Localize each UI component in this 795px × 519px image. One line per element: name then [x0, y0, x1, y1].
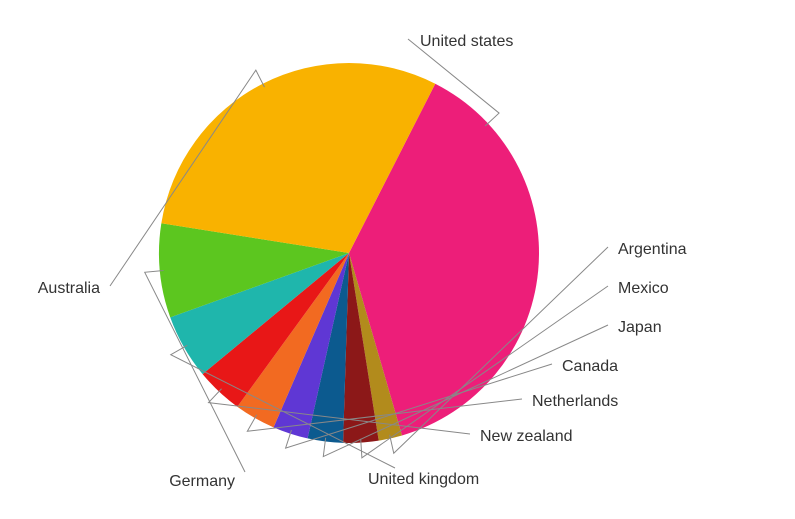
slice-label: Netherlands — [532, 393, 618, 410]
slice-label: Japan — [618, 319, 662, 336]
slice-label: Argentina — [618, 241, 687, 258]
slice-label: Mexico — [618, 280, 669, 297]
slice-label: New zealand — [480, 428, 573, 445]
pie-chart-svg: United states Argentina Mexico Japan Canada N… — [0, 0, 795, 519]
slice-label: United kingdom — [368, 471, 479, 488]
slice-label: Canada — [562, 358, 618, 375]
pie-chart-container: United states Argentina Mexico Japan Canada N… — [0, 0, 795, 519]
slice-label: Australia — [38, 280, 100, 297]
slice-label: United states — [420, 33, 513, 50]
slice-label: Germany — [169, 473, 235, 490]
